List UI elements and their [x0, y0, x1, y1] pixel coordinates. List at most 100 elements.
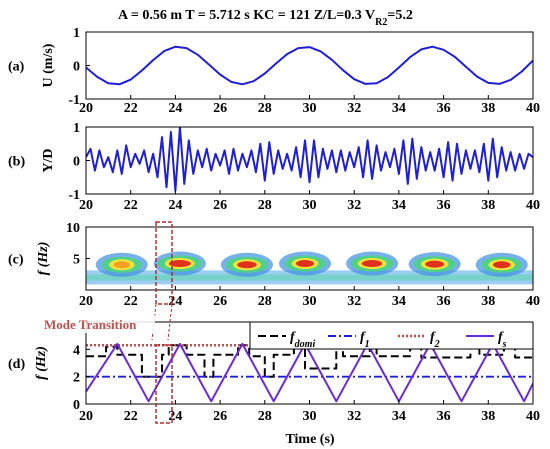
data-point [320, 50, 322, 53]
data-point [342, 69, 344, 71]
legend-label-s: fs [498, 330, 507, 350]
data-point [478, 171, 480, 173]
data-point [364, 83, 366, 85]
figure-title-suffix: =5.2 [387, 8, 412, 23]
data-point [407, 183, 409, 185]
x-tick-label: 28 [258, 101, 272, 116]
x-tick-label: 20 [79, 101, 93, 116]
data-point [518, 153, 521, 155]
data-point [130, 166, 132, 168]
data-point [170, 131, 172, 133]
data-point [163, 50, 165, 52]
data-point [483, 143, 485, 145]
data-point [438, 148, 440, 150]
data-point [460, 173, 463, 175]
x-tick-label: 28 [258, 198, 272, 213]
x-tick-label: 38 [481, 294, 495, 309]
data-point [487, 82, 489, 84]
x-tick-label: 26 [213, 101, 227, 116]
mode-connector-right [167, 303, 173, 341]
data-point [206, 148, 208, 150]
x-tick-label: 32 [347, 101, 361, 116]
data-point [443, 49, 445, 51]
data-point [208, 63, 210, 66]
data-point [492, 138, 494, 140]
heatmap-blob-core [113, 261, 131, 269]
x-tick-label: 20 [79, 198, 93, 213]
data-point [130, 78, 132, 81]
legend: fdomi f1 f2 fs [249, 321, 534, 350]
panel-label: (c) [8, 253, 24, 268]
y-tick-label: 1 [73, 121, 80, 136]
data-point [510, 151, 512, 153]
data-point [375, 82, 378, 84]
panel-b: 20 22 24 26 28 30 32 34 36 38 40 -1 0 1 Y/D (b) [8, 121, 540, 213]
data-point [103, 166, 105, 168]
data-point [487, 180, 489, 182]
data-point [253, 80, 255, 82]
panel-label: (b) [8, 155, 25, 170]
x-tick-label: 34 [392, 409, 406, 424]
data-point [416, 178, 418, 180]
data-point [398, 66, 400, 69]
panel-label: (d) [8, 357, 25, 372]
x-tick-label: 22 [124, 294, 138, 309]
figure-title-sub: R2 [375, 17, 387, 28]
data-point [118, 83, 121, 85]
data-point [268, 141, 270, 143]
x-tick-label: 28 [258, 294, 272, 309]
x-tick-label: 40 [526, 198, 540, 213]
data-point [308, 46, 311, 48]
data-point [340, 149, 342, 152]
data-point [141, 69, 143, 72]
data-point [331, 149, 333, 152]
data-point [362, 176, 364, 178]
data-point [317, 176, 320, 178]
heatmap-blob-core [168, 260, 191, 268]
data-point [358, 146, 360, 148]
data-point [230, 81, 232, 83]
series-line-0 [86, 45, 533, 86]
data-point [443, 176, 445, 178]
heatmap-blob-core [425, 260, 445, 268]
data-point [152, 153, 154, 155]
mode-connector-left [151, 303, 157, 341]
data-point [510, 79, 512, 81]
data-point [384, 151, 387, 153]
mode-transition-label: Mode Transition [44, 317, 137, 332]
figure-title: A = 0.56 m T = 5.712 s KC = 121 Z/L=0.3 … [118, 8, 413, 28]
series-group [86, 342, 533, 403]
data-point [250, 149, 252, 152]
x-tick-label: 30 [303, 101, 317, 116]
data-point [465, 66, 467, 68]
data-point [112, 171, 114, 173]
data-point [125, 144, 127, 147]
x-tick-label: 30 [303, 198, 317, 213]
figure-title-prefix: A = 0.56 m T = 5.712 s KC = 121 Z/L=0.3 … [118, 8, 375, 23]
x-tick-label: 22 [124, 101, 138, 116]
data-point [335, 171, 337, 173]
data-point [353, 166, 355, 168]
heatmap-blob-core [492, 261, 511, 269]
data-point [223, 149, 226, 152]
data-point [241, 83, 244, 85]
data-point [496, 176, 498, 178]
data-point [107, 82, 109, 84]
data-point [447, 141, 449, 143]
x-tick-label: 38 [481, 101, 495, 116]
data-point [96, 76, 98, 78]
data-point [308, 181, 311, 183]
data-point [152, 59, 154, 61]
data-point [326, 168, 328, 170]
x-tick-label: 22 [124, 198, 138, 213]
x-tick-label: 20 [79, 409, 93, 424]
data-point [476, 75, 478, 78]
data-point [465, 149, 467, 152]
data-point [380, 169, 382, 172]
y-axis-label: f (Hz) [34, 346, 49, 380]
data-point [331, 59, 333, 61]
x-tick-label: 32 [347, 409, 361, 424]
data-point [156, 176, 159, 178]
